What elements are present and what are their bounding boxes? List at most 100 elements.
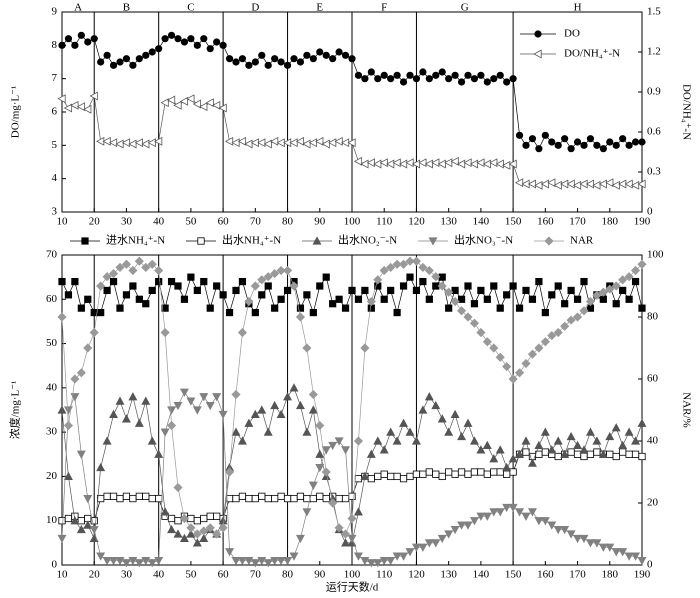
data-point	[573, 450, 582, 458]
data-point	[199, 393, 209, 402]
data-point	[386, 556, 396, 566]
data-point	[469, 318, 480, 328]
data-point	[502, 462, 512, 472]
data-point	[225, 55, 234, 63]
data-point	[258, 51, 266, 59]
data-point	[387, 75, 395, 83]
data-point	[585, 296, 596, 307]
data-point	[547, 178, 556, 188]
data-point	[637, 556, 647, 566]
data-point	[263, 559, 273, 568]
x-tick-label: 90	[314, 216, 326, 228]
data-point	[631, 450, 640, 458]
data-point	[108, 269, 119, 279]
phase-label: A	[74, 2, 82, 14]
data-point	[411, 256, 422, 266]
data-point	[115, 396, 125, 405]
x-tick-label: 120	[408, 216, 425, 228]
data-point	[424, 159, 433, 169]
y2-axis-title: DO/NH₄⁺-N	[680, 84, 692, 140]
data-point	[482, 512, 492, 521]
x-tick-label: 150	[505, 569, 522, 581]
data-point	[611, 180, 620, 190]
data-point	[527, 508, 537, 517]
data-point	[579, 445, 589, 454]
data-point	[283, 556, 293, 566]
data-point	[160, 327, 170, 338]
data-point	[70, 374, 80, 384]
data-point	[598, 287, 608, 297]
legend-box	[514, 22, 636, 66]
data-point	[309, 494, 317, 503]
data-point	[482, 337, 492, 347]
data-point	[451, 470, 459, 478]
data-point	[508, 454, 518, 463]
data-point	[160, 428, 170, 437]
data-point	[477, 468, 485, 476]
data-point	[406, 273, 414, 281]
data-point	[277, 295, 285, 303]
data-point	[605, 431, 615, 441]
data-point	[64, 35, 73, 43]
x-tick-label: 60	[218, 569, 230, 581]
data-point	[57, 312, 67, 322]
data-point	[599, 295, 607, 303]
data-point	[496, 468, 504, 476]
data-point	[290, 494, 298, 503]
data-point	[387, 472, 395, 481]
data-point	[432, 71, 440, 79]
phase-label: C	[187, 2, 194, 14]
y2-axis-title: NAR/%	[680, 392, 692, 427]
data-point	[200, 514, 208, 523]
data-point	[102, 556, 112, 566]
data-point	[612, 300, 620, 308]
data-point	[398, 159, 408, 169]
data-point	[496, 304, 504, 312]
data-point	[425, 468, 433, 476]
data-point	[135, 492, 143, 500]
data-point	[418, 405, 428, 414]
data-point	[264, 494, 272, 503]
data-point	[161, 304, 169, 312]
data-point	[270, 269, 280, 279]
data-point	[154, 265, 164, 276]
data-point	[528, 135, 537, 143]
data-point	[334, 437, 344, 446]
data-point	[638, 452, 646, 461]
data-point	[166, 95, 176, 105]
x-tick-label: 20	[89, 216, 101, 228]
data-point	[271, 304, 279, 312]
data-point	[258, 492, 266, 500]
phase-label: D	[251, 2, 259, 14]
data-point	[515, 131, 524, 139]
data-point	[631, 138, 640, 146]
data-point	[115, 139, 124, 149]
data-point	[160, 98, 169, 108]
data-point	[257, 138, 266, 148]
data-point	[580, 452, 588, 461]
data-point	[295, 136, 305, 146]
data-point	[329, 55, 337, 63]
data-point	[586, 450, 595, 458]
data-point	[341, 51, 350, 59]
data-point	[386, 262, 396, 272]
data-point	[213, 38, 221, 46]
data-point	[128, 392, 138, 401]
data-point	[218, 523, 228, 533]
data-point	[257, 556, 267, 566]
phase-label: E	[316, 2, 323, 14]
data-point	[598, 543, 608, 552]
data-point	[128, 139, 137, 149]
data-point	[553, 436, 563, 445]
data-point	[438, 273, 446, 281]
data-point	[399, 78, 408, 86]
data-point	[631, 552, 641, 561]
data-point	[237, 556, 247, 566]
data-point	[393, 308, 401, 317]
data-point	[161, 35, 169, 43]
data-point	[179, 533, 189, 543]
data-point	[160, 507, 170, 516]
data-point	[521, 358, 531, 369]
data-point	[618, 275, 628, 285]
data-point	[353, 436, 364, 446]
